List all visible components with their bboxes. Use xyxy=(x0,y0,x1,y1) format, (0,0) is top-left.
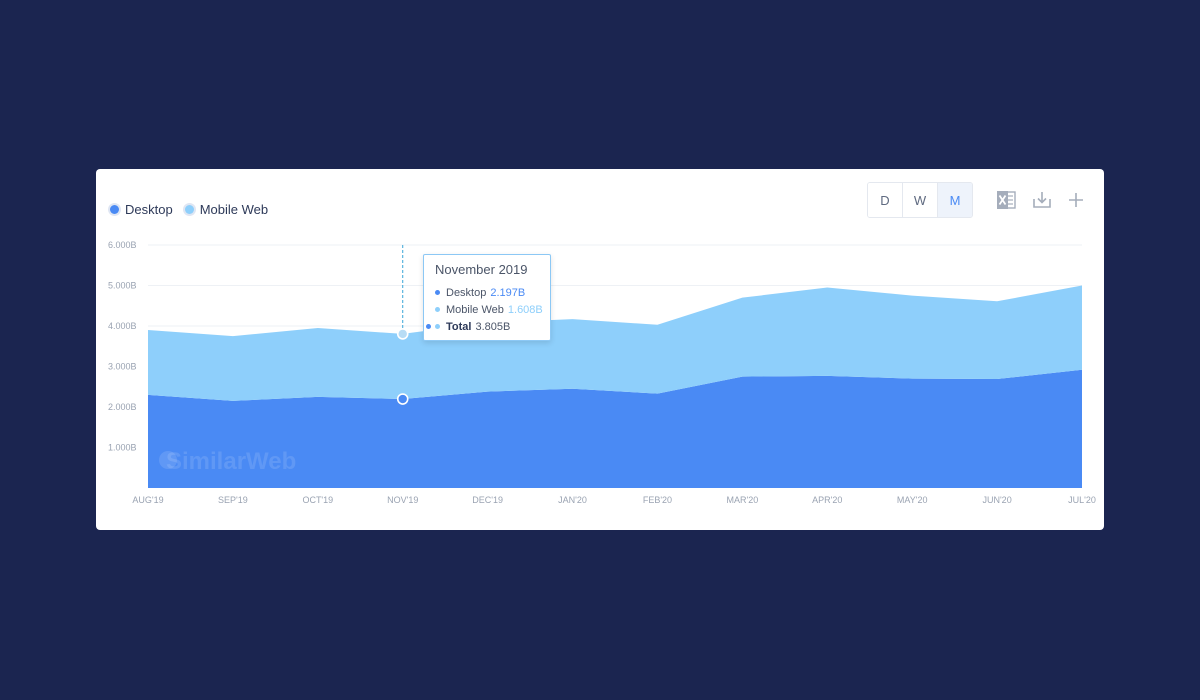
hover-point-total xyxy=(396,328,409,340)
tooltip-dot-icon xyxy=(435,324,440,329)
x-tick-label: JAN'20 xyxy=(558,495,587,505)
tooltip-dot-icon xyxy=(435,307,440,312)
tooltip-title: November 2019 xyxy=(435,262,528,277)
tooltip-value: 3.805B xyxy=(475,320,511,333)
tooltip-label: Desktop xyxy=(446,286,487,299)
stacked-area-chart: 1.000B 2.000B 3.000B 4.000B 5.000B 6.000B AUG… xyxy=(108,240,1096,505)
granularity-monthly-button[interactable]: M xyxy=(937,183,972,217)
watermark-logo-icon xyxy=(159,451,177,469)
hover-point-desktop xyxy=(396,393,409,405)
area-series-mobile-web xyxy=(148,285,1082,401)
legend-dot-icon xyxy=(184,205,194,214)
x-tick-label: MAY'20 xyxy=(897,495,928,505)
y-tick-label: 1.000B xyxy=(108,443,137,453)
x-tick-label: APR'20 xyxy=(812,495,842,505)
tooltip-dot-icon xyxy=(426,324,431,329)
legend-item-desktop[interactable]: Desktop xyxy=(110,202,173,217)
add-icon[interactable] xyxy=(1065,189,1087,211)
x-tick-label: JUL'20 xyxy=(1068,495,1096,505)
y-tick-label: 3.000B xyxy=(108,362,137,372)
tooltip-value: 2.197B xyxy=(490,286,526,299)
legend-label: Desktop xyxy=(125,202,173,217)
chart-tooltip: November 2019 Desktop 2.197B Mobile Web … xyxy=(423,254,551,341)
x-tick-label: JUN'20 xyxy=(982,495,1011,505)
excel-export-icon[interactable] xyxy=(995,189,1017,211)
legend-item-mobile-web[interactable]: Mobile Web xyxy=(184,202,269,217)
tooltip-label: Mobile Web xyxy=(446,303,504,316)
granularity-daily-button[interactable]: D xyxy=(868,183,902,217)
x-tick-label: MAR'20 xyxy=(726,495,758,505)
x-tick-label: SEP'19 xyxy=(218,495,248,505)
legend-label: Mobile Web xyxy=(199,202,269,217)
y-tick-label: 5.000B xyxy=(108,281,137,291)
chart-card: Desktop Mobile Web D W M xyxy=(96,169,1104,530)
area-series-desktop xyxy=(148,369,1082,488)
watermark-text: SimilarWeb xyxy=(166,448,296,475)
legend-dot-icon xyxy=(110,205,119,214)
tooltip-row-desktop: Desktop 2.197B xyxy=(435,284,550,301)
tooltip-value: 1.608B xyxy=(507,303,543,316)
granularity-weekly-button[interactable]: W xyxy=(902,183,937,217)
download-icon[interactable] xyxy=(1031,189,1053,211)
granularity-toggle: D W M xyxy=(867,182,973,218)
y-tick-label: 4.000B xyxy=(108,321,137,331)
tooltip-label: Total xyxy=(446,320,472,333)
legend: Desktop Mobile Web xyxy=(110,202,268,217)
x-tick-label: DEC'19 xyxy=(472,495,503,505)
tooltip-dot-icon xyxy=(435,290,440,295)
y-tick-label: 2.000B xyxy=(108,402,137,412)
x-tick-label: AUG'19 xyxy=(132,495,163,505)
tooltip-row-total: Total 3.805B xyxy=(426,318,550,335)
x-tick-label: NOV'19 xyxy=(387,495,418,505)
y-tick-label: 6.000B xyxy=(108,240,137,250)
x-tick-label: OCT'19 xyxy=(302,495,333,505)
x-tick-label: FEB'20 xyxy=(643,495,672,505)
tooltip-row-mobile-web: Mobile Web 1.608B xyxy=(435,301,550,318)
